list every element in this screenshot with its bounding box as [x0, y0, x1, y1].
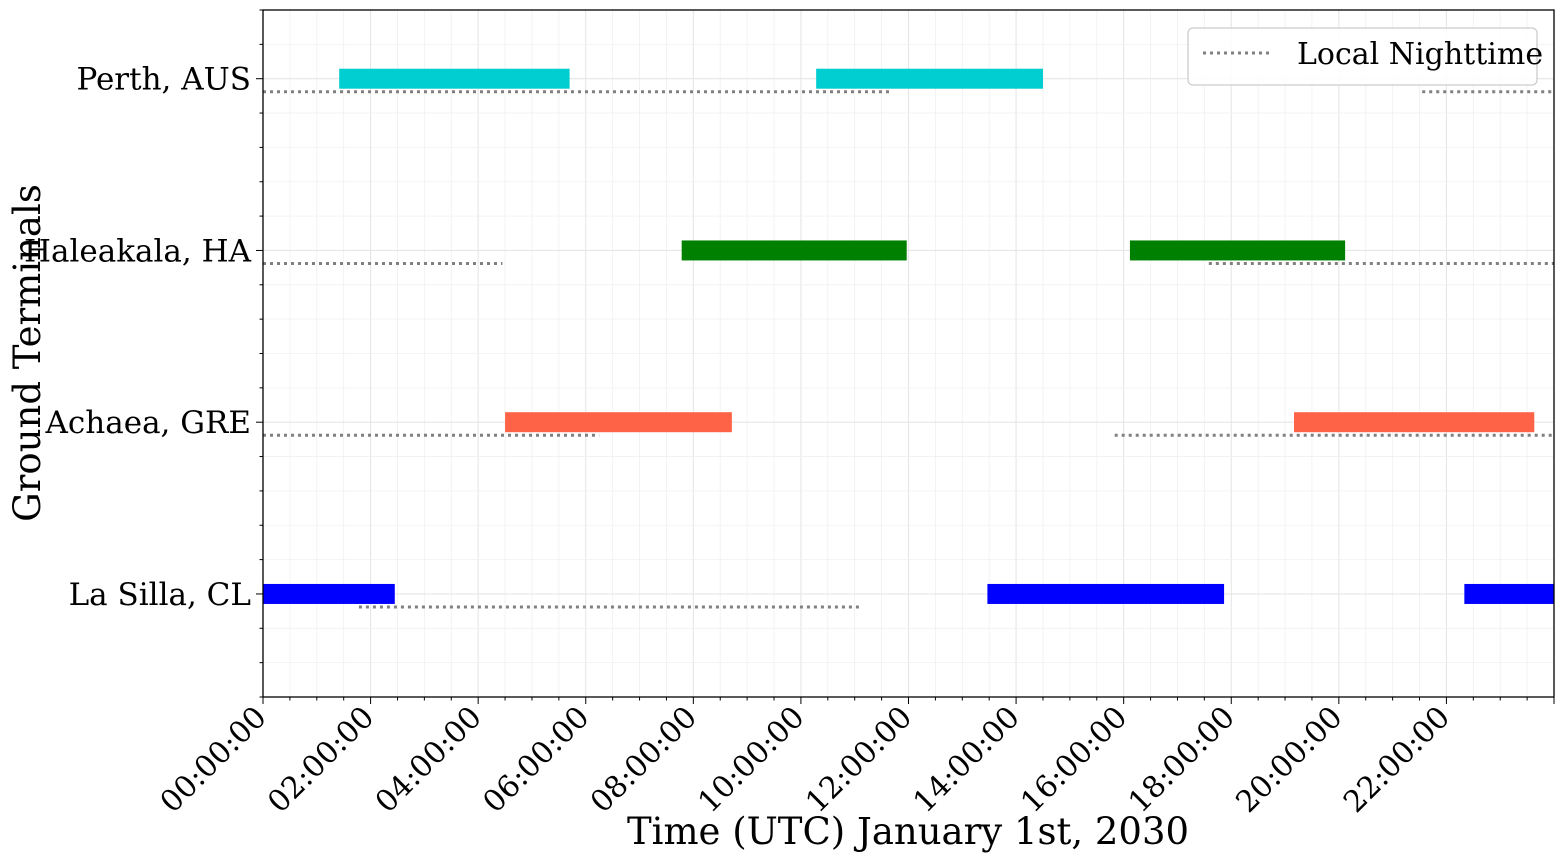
y-axis-ticks: Perth, AUS Haleakala, HA Achaea, GRE La Sil…: [24, 9, 263, 698]
y-tick-label: Achaea, GRE: [45, 405, 251, 441]
visibility-bar: [987, 583, 1225, 604]
visibility-bars: [263, 68, 1554, 604]
x-tick-label: 14:00:00: [907, 700, 1027, 820]
visibility-bar: [1294, 412, 1535, 433]
x-tick-label: 06:00:00: [476, 700, 596, 820]
visibility-bar: [681, 240, 907, 261]
visibility-bar: [505, 412, 732, 433]
visibility-bar: [339, 68, 570, 89]
visibility-bar: [263, 583, 395, 604]
x-tick-label: 10:00:00: [692, 700, 812, 820]
x-tick-label: 12:00:00: [799, 700, 919, 820]
y-axis-title: Ground Terminals: [6, 184, 49, 522]
x-tick-label: 16:00:00: [1014, 700, 1134, 820]
chart-grid: [262, 9, 1555, 698]
visibility-bar: [816, 68, 1043, 89]
legend: Local Nighttime: [1187, 27, 1543, 86]
nighttime-lines: [263, 90, 1554, 609]
x-tick-label: 04:00:00: [369, 700, 489, 820]
y-tick-label: La Silla, CL: [69, 577, 251, 613]
x-tick-label: 02:00:00: [261, 700, 381, 820]
visibility-bar: [1464, 583, 1554, 604]
x-tick-label: 00:00:00: [154, 700, 274, 820]
x-tick-label: 20:00:00: [1229, 700, 1349, 820]
x-tick-label: 18:00:00: [1122, 700, 1242, 820]
visibility-bar: [1129, 240, 1346, 261]
x-tick-label: 08:00:00: [584, 700, 704, 820]
x-axis-title: Time (UTC) January 1st, 2030: [627, 810, 1189, 853]
legend-label-nighttime: Local Nighttime: [1297, 37, 1543, 72]
x-tick-label: 22:00:00: [1337, 700, 1457, 820]
legend-box: [1187, 27, 1538, 86]
y-tick-label: Perth, AUS: [76, 62, 251, 98]
x-axis-ticks: 00:00:0002:00:0004:00:0006:00:0008:00:00…: [154, 697, 1555, 820]
y-tick-label: Haleakala, HA: [24, 233, 252, 269]
